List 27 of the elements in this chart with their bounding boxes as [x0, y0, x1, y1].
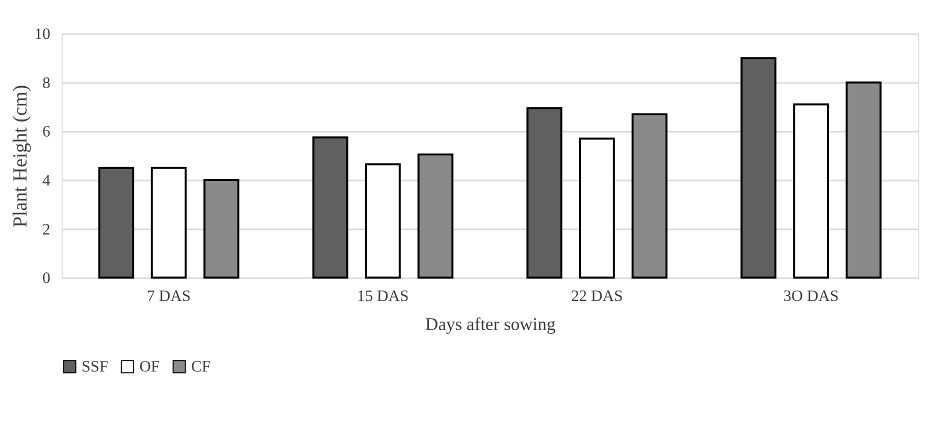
y-tick-label: 8	[42, 74, 50, 92]
bar	[740, 57, 776, 279]
bar	[150, 166, 187, 279]
legend-label: SSF	[82, 358, 108, 376]
legend-label: CF	[191, 358, 211, 376]
x-tick-label: 15 DAS	[356, 288, 409, 306]
bar	[364, 163, 401, 279]
bar	[846, 81, 882, 279]
bar	[793, 103, 829, 279]
bar	[418, 153, 454, 279]
bar	[579, 138, 615, 279]
x-axis-title: Days after sowing	[425, 314, 556, 334]
bar	[526, 107, 562, 279]
y-tick-label: 4	[42, 172, 50, 190]
bar	[632, 113, 668, 279]
y-tick-label: 10	[34, 26, 50, 44]
bar	[203, 179, 240, 279]
y-axis-title: Plant Height (cm)	[9, 84, 32, 228]
x-tick-label: 7 DAS	[146, 288, 191, 306]
bar	[312, 136, 348, 279]
x-tick-label: 22 DAS	[571, 288, 623, 306]
y-tick-label: 6	[42, 124, 50, 141]
bar	[98, 166, 134, 279]
legend-label: OF	[139, 358, 160, 376]
y-tick-label: 0	[42, 270, 50, 288]
x-tick-label: 3O DAS	[783, 288, 839, 306]
y-tick-label: 2	[42, 221, 50, 238]
